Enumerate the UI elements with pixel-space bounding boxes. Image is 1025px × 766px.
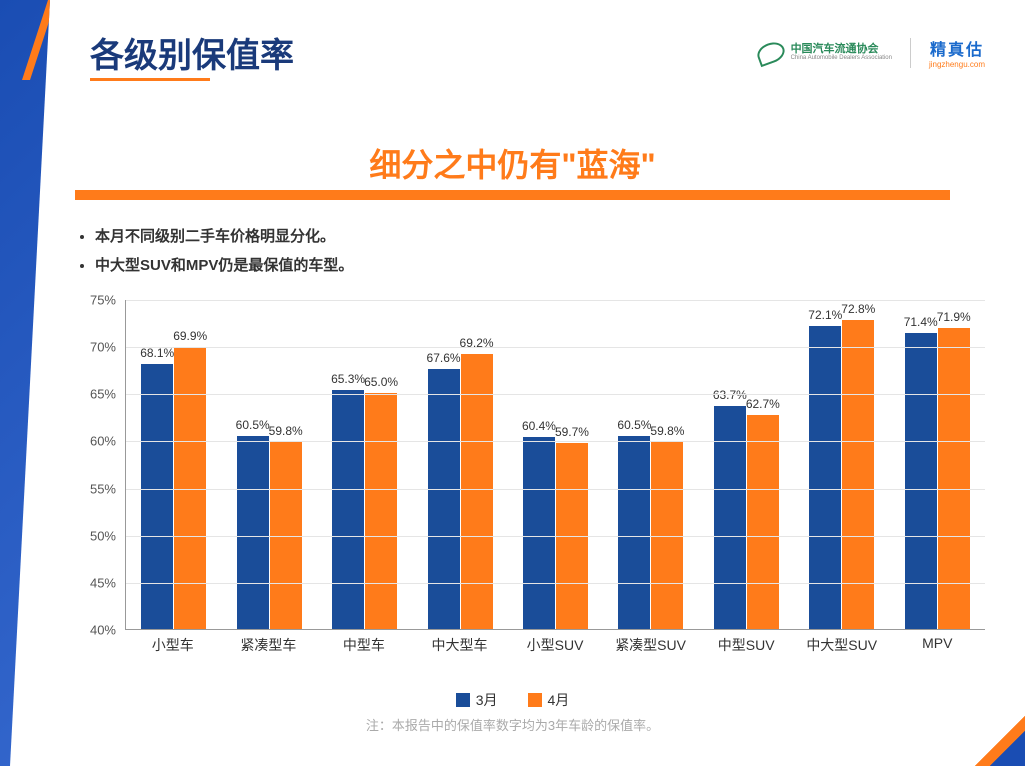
y-tick-label: 65%: [90, 387, 116, 402]
logo-separator: [910, 38, 911, 68]
header: 各级别保值率 中国汽车流通协会 China Automobile Dealers…: [90, 28, 985, 77]
bar: 62.7%: [747, 415, 779, 629]
grid-line: [126, 394, 985, 395]
bar-value-label: 60.4%: [522, 419, 556, 433]
x-tick-label: 中大型SUV: [794, 635, 890, 655]
bar: 71.9%: [938, 328, 970, 629]
x-tick-label: 中型车: [316, 635, 412, 655]
bar-value-label: 67.6%: [427, 351, 461, 365]
bar: 60.4%: [523, 437, 555, 629]
bar: 60.5%: [618, 436, 650, 629]
cada-logo: 中国汽车流通协会 China Automobile Dealers Associ…: [757, 43, 892, 63]
y-axis: 40%45%50%55%60%65%70%75%: [75, 300, 120, 630]
bar: 65.3%: [332, 390, 364, 629]
decorative-corner: [975, 716, 1025, 766]
bar-group: 67.6%69.2%: [412, 300, 507, 629]
legend-label: 4月: [548, 690, 570, 710]
legend-label: 3月: [476, 690, 498, 710]
subtitle-bar: [75, 190, 950, 200]
bar: 71.4%: [905, 333, 937, 629]
legend-item-april: 4月: [528, 690, 570, 710]
bullet-item: 本月不同级别二手车价格明显分化。: [95, 225, 353, 246]
chart-bars: 68.1%69.9%60.5%59.8%65.3%65.0%67.6%69.2%…: [126, 300, 985, 629]
cada-logo-icon: [754, 38, 787, 66]
x-tick-label: 小型SUV: [507, 635, 603, 655]
decorative-left-stripe: [0, 0, 50, 766]
bar-value-label: 65.3%: [331, 372, 365, 386]
bar-group: 65.3%65.0%: [317, 300, 412, 629]
jingzhengu-logo: 精真估 jingzhengu.com: [929, 36, 985, 69]
y-tick-label: 40%: [90, 623, 116, 638]
grid-line: [126, 583, 985, 584]
bar: 67.6%: [428, 369, 460, 629]
bar-value-label: 71.4%: [904, 315, 938, 329]
y-tick-label: 55%: [90, 481, 116, 496]
x-tick-label: 紧凑型车: [221, 635, 317, 655]
y-tick-label: 50%: [90, 528, 116, 543]
bar-value-label: 59.8%: [650, 424, 684, 438]
grid-line: [126, 489, 985, 490]
bar-group: 60.5%59.8%: [603, 300, 698, 629]
bar: 60.5%: [237, 436, 269, 629]
subtitle: 细分之中仍有"蓝海": [0, 140, 1025, 186]
legend-swatch: [456, 693, 470, 707]
grid-line: [126, 300, 985, 301]
x-tick-label: MPV: [890, 635, 986, 655]
grid-line: [126, 347, 985, 348]
x-axis-labels: 小型车紧凑型车中型车中大型车小型SUV紧凑型SUV中型SUV中大型SUVMPV: [125, 635, 985, 655]
legend-item-march: 3月: [456, 690, 498, 710]
title-underline: [90, 78, 210, 81]
jingzhengu-logo-cn: 精真估: [929, 36, 985, 60]
x-tick-label: 中型SUV: [698, 635, 794, 655]
y-tick-label: 45%: [90, 575, 116, 590]
bar-group: 68.1% 69.9%: [126, 300, 221, 629]
bar-value-label: 69.9%: [173, 329, 207, 343]
page-title: 各级别保值率: [90, 28, 294, 77]
bar-value-label: 65.0%: [364, 375, 398, 389]
cada-logo-cn: 中国汽车流通协会: [791, 43, 892, 55]
bar-group: 60.4%59.7%: [508, 300, 603, 629]
bar-group: 71.4%71.9%: [890, 300, 985, 629]
bar-chart: 40%45%50%55%60%65%70%75% 68.1%69.9%60.5%…: [75, 300, 985, 670]
chart-legend: 3月 4月: [0, 690, 1025, 710]
bar-value-label: 71.9%: [937, 310, 971, 324]
logo-group: 中国汽车流通协会 China Automobile Dealers Associ…: [757, 36, 985, 69]
bar-value-label: 62.7%: [746, 397, 780, 411]
bar-group: 60.5%59.8%: [221, 300, 316, 629]
bar: 68.1%: [141, 364, 173, 629]
bar-value-label: 59.8%: [269, 424, 303, 438]
bullet-item: 中大型SUV和MPV仍是最保值的车型。: [95, 254, 353, 275]
grid-line: [126, 441, 985, 442]
bar: 65.0%: [365, 393, 397, 629]
bar-value-label: 59.7%: [555, 425, 589, 439]
bar-value-label: 72.8%: [841, 302, 875, 316]
bar: 63.7%: [714, 406, 746, 629]
bullet-list: 本月不同级别二手车价格明显分化。 中大型SUV和MPV仍是最保值的车型。: [95, 225, 353, 283]
footnote: 注：本报告中的保值率数字均为3年车龄的保值率。: [0, 715, 1025, 734]
bar-group: 72.1%72.8%: [794, 300, 889, 629]
bar-value-label: 72.1%: [808, 308, 842, 322]
jingzhengu-logo-en: jingzhengu.com: [929, 60, 985, 69]
bar-value-label: 68.1%: [140, 346, 174, 360]
x-tick-label: 小型车: [125, 635, 221, 655]
y-tick-label: 75%: [90, 293, 116, 308]
y-tick-label: 60%: [90, 434, 116, 449]
x-tick-label: 中大型车: [412, 635, 508, 655]
bar-value-label: 60.5%: [236, 418, 270, 432]
chart-plot-area: 68.1%69.9%60.5%59.8%65.3%65.0%67.6%69.2%…: [125, 300, 985, 630]
x-tick-label: 紧凑型SUV: [603, 635, 699, 655]
bar-value-label: 60.5%: [617, 418, 651, 432]
legend-swatch: [528, 693, 542, 707]
grid-line: [126, 536, 985, 537]
cada-logo-en: China Automobile Dealers Association: [791, 55, 892, 62]
bar-group: 63.7%62.7%: [699, 300, 794, 629]
y-tick-label: 70%: [90, 340, 116, 355]
